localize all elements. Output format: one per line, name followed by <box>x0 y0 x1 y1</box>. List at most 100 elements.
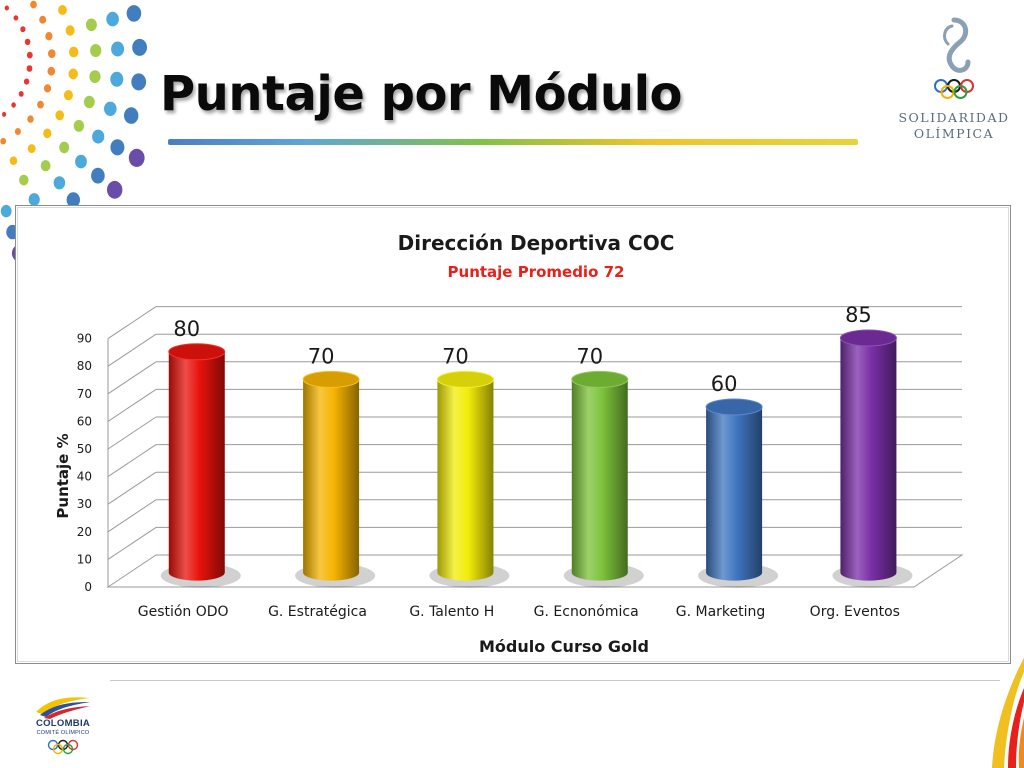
gridline-side <box>107 388 157 422</box>
colombia-logo-sub: COMITÉ OLÍMPICO <box>36 730 90 736</box>
gridline-side <box>107 526 157 560</box>
decorative-dot <box>47 66 56 76</box>
decorative-dot <box>13 15 19 21</box>
bar-top <box>705 398 763 416</box>
decorative-dot <box>126 5 142 22</box>
title-underline <box>168 139 858 145</box>
bar-value-label: 70 <box>576 344 603 368</box>
decorative-dot <box>110 71 124 87</box>
decorative-dot <box>83 95 95 109</box>
decorative-dot <box>24 38 31 46</box>
y-tick-label: 60 <box>77 414 92 428</box>
gridline-side <box>107 499 157 533</box>
bar <box>840 338 897 581</box>
bar <box>571 379 628 581</box>
y-tick-label: 70 <box>77 387 92 401</box>
decorative-dot <box>85 18 97 32</box>
decorative-dot <box>132 38 148 56</box>
decorative-dot <box>107 180 123 199</box>
decorative-dot <box>69 46 79 58</box>
x-tick-label: Gestión ODO <box>138 604 229 620</box>
decorative-dot <box>91 167 105 184</box>
bar-value-label: 80 <box>173 317 200 341</box>
bar-value-label: 70 <box>308 344 335 368</box>
decorative-dot <box>92 129 105 144</box>
decorative-dot <box>19 174 29 186</box>
decorative-dot <box>58 5 67 15</box>
decorative-dot <box>110 139 125 156</box>
decorative-dot <box>73 119 85 132</box>
decorative-dot <box>9 156 18 165</box>
decorative-dot <box>131 73 147 91</box>
footer-divider <box>110 680 1000 681</box>
bar-value-label: 70 <box>442 344 469 368</box>
decorative-dot <box>14 128 21 135</box>
gridline-side <box>107 471 157 505</box>
decorative-dot <box>63 90 73 101</box>
decorative-dot <box>104 101 117 117</box>
y-tick-label: 90 <box>77 332 92 346</box>
decorative-dot <box>111 41 125 57</box>
decorative-dot <box>106 11 119 27</box>
decorative-dot <box>59 141 70 154</box>
decorative-dot <box>20 26 26 33</box>
x-tick-label: G. Marketing <box>676 604 766 620</box>
chart-title: Dirección Deportiva COC <box>398 231 675 255</box>
decorative-dot <box>40 160 51 172</box>
x-tick-label: Org. Eventos <box>810 604 900 620</box>
decorative-dot <box>43 84 52 93</box>
decorative-dot <box>48 49 56 58</box>
decorative-dot <box>26 51 33 59</box>
bar-top <box>571 370 629 388</box>
x-tick-label: G. Estratégica <box>268 604 367 620</box>
decorative-dot <box>124 107 139 124</box>
decorative-dot <box>4 5 9 11</box>
decorative-dot <box>39 15 47 24</box>
decorative-dots <box>0 0 148 262</box>
decorative-dot <box>18 91 24 97</box>
y-tick-label: 0 <box>84 580 92 594</box>
bar-top <box>839 329 897 347</box>
decorative-dot <box>37 100 44 109</box>
decorative-dot <box>27 144 36 154</box>
decorative-dot <box>45 32 53 41</box>
decorative-dot <box>65 25 75 36</box>
y-tick-label: 20 <box>77 525 92 539</box>
y-axis-label: Puntaje % <box>54 433 72 518</box>
decorative-dot <box>66 192 81 208</box>
chart-frame: Dirección Deportiva COC Puntaje Promedio… <box>15 205 1011 664</box>
decorative-dot <box>53 176 66 190</box>
bar-top <box>302 370 360 388</box>
bar <box>706 407 763 581</box>
gridline-side <box>107 361 157 395</box>
y-tick-label: 30 <box>77 497 92 511</box>
decorative-dot <box>30 0 37 9</box>
bar-top <box>436 370 494 388</box>
decorative-dot <box>28 193 40 206</box>
decorative-dot <box>23 78 30 85</box>
bar <box>168 351 225 581</box>
bar-top <box>168 343 226 361</box>
y-tick-label: 80 <box>77 359 92 373</box>
decorative-dot <box>27 115 34 123</box>
decorative-dot <box>128 148 145 167</box>
bar-value-label: 85 <box>845 303 872 327</box>
slide-title: Puntaje por Módulo <box>160 66 683 122</box>
y-tick-label: 40 <box>77 470 92 484</box>
gridline-side <box>107 416 157 450</box>
bar-chart: Dirección Deportiva COC Puntaje Promedio… <box>54 231 964 656</box>
chart-subtitle: Puntaje Promedio 72 <box>448 263 625 281</box>
solidaridad-logo-line1: SOLIDARIDAD <box>898 110 1010 125</box>
decorative-dot <box>43 128 52 139</box>
olympic-rings-icon <box>47 739 79 755</box>
x-tick-label: G. Talento H <box>409 604 494 620</box>
colombia-logo-name: COLOMBIA <box>35 718 91 729</box>
y-tick-label: 50 <box>77 442 92 456</box>
solidaridad-olimpica-logo: SOLIDARIDAD OLÍMPICA <box>894 14 1014 144</box>
decorative-dot <box>11 102 16 108</box>
decorative-dot <box>26 65 33 72</box>
y-tick-label: 10 <box>77 552 92 566</box>
decorative-dot <box>0 204 12 218</box>
x-tick-label: G. Ecnonómica <box>534 604 639 620</box>
gridline-side <box>107 444 157 478</box>
